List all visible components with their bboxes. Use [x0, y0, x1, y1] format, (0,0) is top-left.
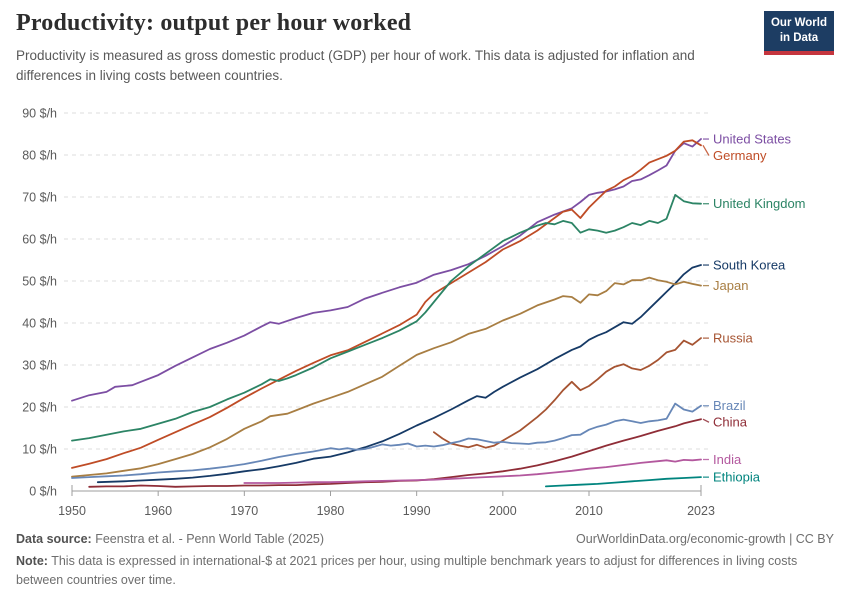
series-label-china[interactable]: China: [713, 415, 748, 430]
x-axis-label-2023: 2023: [687, 504, 715, 518]
y-axis-label-0: 0 $/h: [29, 485, 57, 499]
x-axis-label-1950: 1950: [58, 504, 86, 518]
y-axis-label-20: 20 $/h: [22, 401, 57, 415]
data-source-label: Data source:: [16, 532, 92, 546]
x-axis-label-1970: 1970: [230, 504, 258, 518]
chart-header: Productivity: output per hour worked Pro…: [16, 10, 834, 85]
series-label-japan[interactable]: Japan: [713, 278, 748, 293]
series-label-germany[interactable]: Germany: [713, 148, 767, 163]
x-axis-label-1990: 1990: [403, 504, 431, 518]
source-row: Data source: Feenstra et al. - Penn Worl…: [16, 530, 834, 549]
series-line-united-kingdom[interactable]: [71, 194, 702, 442]
series-label-russia[interactable]: Russia: [713, 331, 754, 346]
y-axis-label-80: 80 $/h: [22, 149, 57, 163]
series-line-united-states[interactable]: [71, 138, 702, 402]
owid-link[interactable]: OurWorldinData.org/economic-growth | CC …: [576, 530, 834, 549]
series-label-connector-germany: [702, 145, 710, 156]
y-axis-label-60: 60 $/h: [22, 233, 57, 247]
data-source: Data source: Feenstra et al. - Penn Worl…: [16, 530, 324, 549]
series-line-south-korea[interactable]: [96, 264, 702, 484]
y-axis-label-40: 40 $/h: [22, 317, 57, 331]
series-line-russia[interactable]: [433, 337, 702, 449]
owid-link-text[interactable]: OurWorldinData.org/economic-growth | CC …: [576, 532, 834, 546]
series-line-japan[interactable]: [71, 276, 702, 478]
series-label-connector-china: [702, 418, 710, 423]
series-line-brazil[interactable]: [71, 402, 702, 479]
y-axis-label-30: 30 $/h: [22, 359, 57, 373]
series-label-ethiopia[interactable]: Ethiopia: [713, 470, 761, 485]
series-label-south-korea[interactable]: South Korea: [713, 258, 786, 273]
chart-note: Note: This data is expressed in internat…: [16, 552, 834, 590]
owid-logo-line2: in Data: [779, 31, 819, 44]
series-line-ethiopia[interactable]: [545, 476, 702, 488]
owid-logo[interactable]: Our World in Data: [763, 11, 834, 55]
data-source-text: Feenstra et al. - Penn World Table (2025…: [91, 532, 325, 546]
x-axis-label-1980: 1980: [317, 504, 345, 518]
x-axis-label-1960: 1960: [144, 504, 172, 518]
y-axis-label-90: 90 $/h: [22, 107, 57, 121]
series-line-germany[interactable]: [71, 139, 702, 469]
owid-logo-line1: Our World: [770, 17, 827, 29]
chart-footer: Data source: Feenstra et al. - Penn Worl…: [16, 530, 834, 589]
chart-subtitle: Productivity is measured as gross domest…: [16, 48, 695, 83]
y-axis-label-10: 10 $/h: [22, 443, 57, 457]
series-label-united-states[interactable]: United States: [713, 132, 792, 147]
y-axis-label-70: 70 $/h: [22, 191, 57, 205]
page-title: Productivity: output per hour worked: [16, 10, 412, 36]
series-label-brazil[interactable]: Brazil: [713, 398, 746, 413]
series-line-india[interactable]: [243, 458, 702, 484]
y-axis-label-50: 50 $/h: [22, 275, 57, 289]
series-label-united-kingdom[interactable]: United Kingdom: [713, 196, 806, 211]
x-axis-label-2000: 2000: [489, 504, 517, 518]
series-label-india[interactable]: India: [713, 452, 742, 467]
note-text: This data is expressed in international-…: [16, 553, 798, 587]
note-label: Note:: [16, 553, 48, 568]
x-axis-label-2010: 2010: [575, 504, 603, 518]
